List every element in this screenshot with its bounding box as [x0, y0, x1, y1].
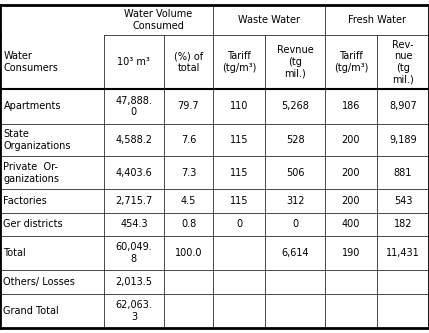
Text: 182: 182 — [394, 219, 412, 229]
Text: 4,588.2: 4,588.2 — [115, 135, 152, 145]
Text: Private  Or-
ganizations: Private Or- ganizations — [3, 162, 60, 183]
Text: 0.8: 0.8 — [181, 219, 196, 229]
Text: Ger districts: Ger districts — [3, 219, 63, 229]
Text: 47,888.
0: 47,888. 0 — [115, 96, 152, 117]
Text: 7.3: 7.3 — [181, 168, 196, 178]
Text: 506: 506 — [286, 168, 304, 178]
Text: Fresh Water: Fresh Water — [348, 15, 406, 25]
Text: 8,907: 8,907 — [389, 102, 417, 112]
Text: 60,049.
8: 60,049. 8 — [115, 242, 152, 264]
Text: 312: 312 — [286, 196, 304, 206]
Text: 62,063.
3: 62,063. 3 — [115, 300, 152, 322]
Text: Grand Total: Grand Total — [3, 306, 59, 316]
Text: 190: 190 — [342, 248, 360, 258]
Text: 110: 110 — [230, 102, 248, 112]
Text: 4.5: 4.5 — [181, 196, 196, 206]
Text: 400: 400 — [342, 219, 360, 229]
Text: 4,403.6: 4,403.6 — [115, 168, 152, 178]
Text: 200: 200 — [342, 135, 360, 145]
Text: Others/ Losses: Others/ Losses — [3, 277, 76, 287]
Text: 881: 881 — [394, 168, 412, 178]
Text: 7.6: 7.6 — [181, 135, 196, 145]
Text: 11,431: 11,431 — [386, 248, 420, 258]
Text: Water Volume
Consumed: Water Volume Consumed — [124, 9, 193, 31]
Text: 6,614: 6,614 — [281, 248, 309, 258]
Text: 100.0: 100.0 — [175, 248, 202, 258]
Text: 200: 200 — [342, 168, 360, 178]
Text: 10³ m³: 10³ m³ — [118, 57, 150, 67]
Text: 186: 186 — [342, 102, 360, 112]
Text: Rev-
nue
(tg
mil.): Rev- nue (tg mil.) — [392, 40, 414, 84]
Text: State
Organizations: State Organizations — [3, 129, 71, 151]
Text: 79.7: 79.7 — [178, 102, 199, 112]
Text: Total: Total — [3, 248, 26, 258]
Text: Apartments: Apartments — [3, 102, 61, 112]
Text: Revnue
(tg
mil.): Revnue (tg mil.) — [277, 45, 314, 79]
Text: 115: 115 — [230, 135, 248, 145]
Text: Tariff
(tg/m³): Tariff (tg/m³) — [222, 51, 257, 73]
Text: 115: 115 — [230, 168, 248, 178]
Text: 0: 0 — [236, 219, 242, 229]
Text: 200: 200 — [342, 196, 360, 206]
Text: 528: 528 — [286, 135, 305, 145]
Text: Factories: Factories — [3, 196, 47, 206]
Text: 9,189: 9,189 — [389, 135, 417, 145]
Text: Tariff
(tg/m³): Tariff (tg/m³) — [334, 51, 368, 73]
Text: 5,268: 5,268 — [281, 102, 309, 112]
Text: 115: 115 — [230, 196, 248, 206]
Text: 2,715.7: 2,715.7 — [115, 196, 153, 206]
Text: (%) of
total: (%) of total — [174, 51, 203, 73]
Text: 0: 0 — [292, 219, 298, 229]
Text: 2,013.5: 2,013.5 — [115, 277, 152, 287]
Text: Water
Consumers: Water Consumers — [3, 51, 58, 73]
Text: 543: 543 — [394, 196, 412, 206]
Text: 454.3: 454.3 — [120, 219, 148, 229]
Text: Waste Water: Waste Water — [238, 15, 300, 25]
